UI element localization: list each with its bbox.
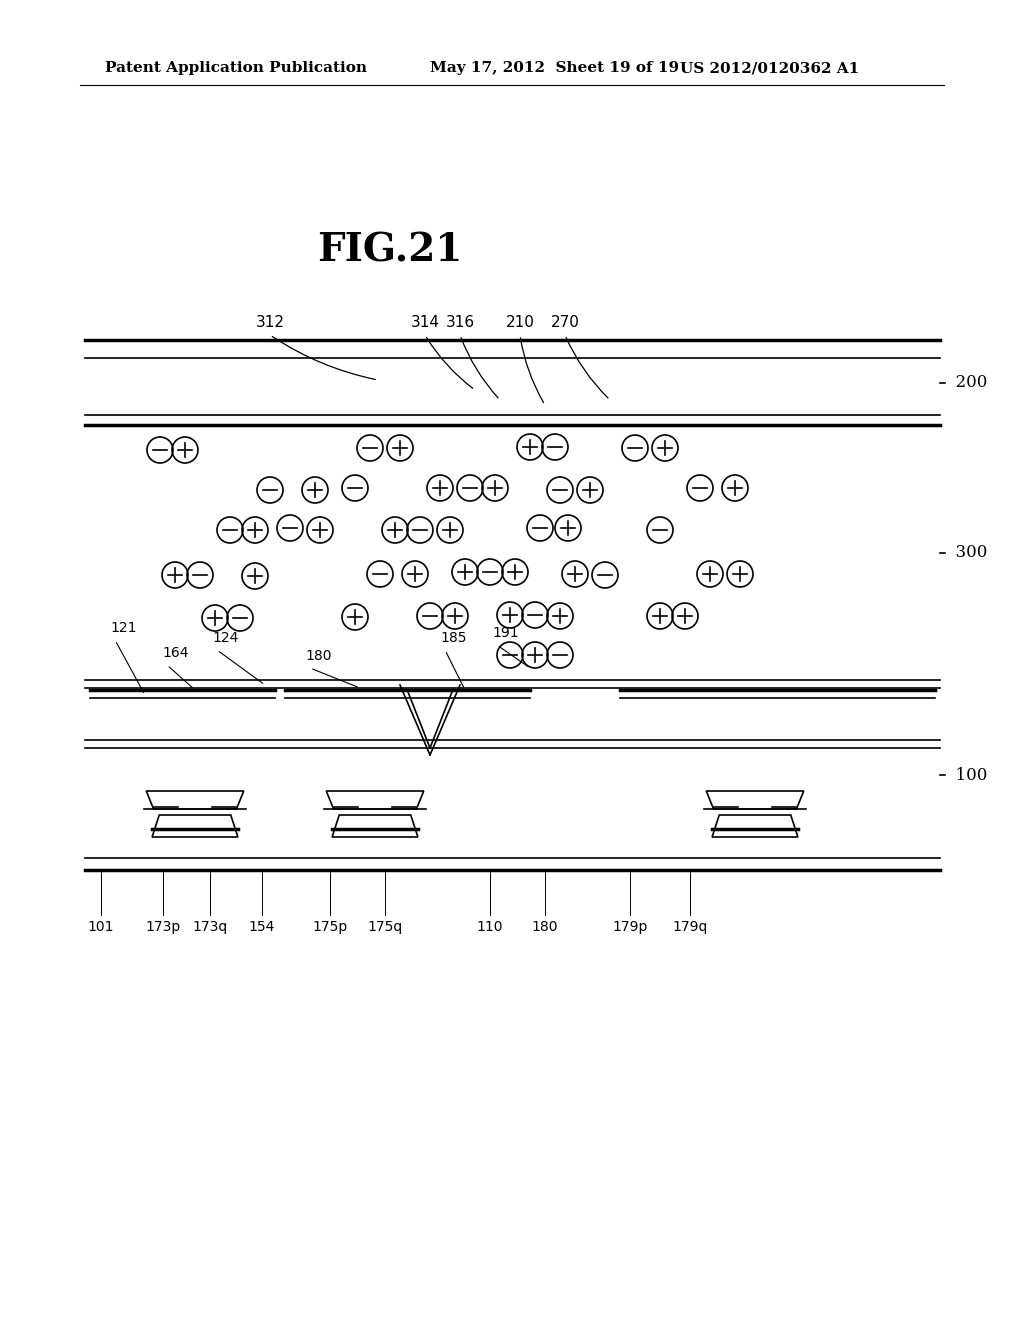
Text: 210: 210: [506, 315, 535, 330]
Text: Patent Application Publication: Patent Application Publication: [105, 61, 367, 75]
Text: 316: 316: [445, 315, 474, 330]
Text: 179p: 179p: [612, 920, 648, 935]
Text: 164: 164: [162, 645, 188, 660]
Text: 312: 312: [256, 315, 285, 330]
Text: 110: 110: [477, 920, 503, 935]
Text: 173p: 173p: [145, 920, 180, 935]
Text: FIG.21: FIG.21: [317, 231, 463, 269]
Text: 179q: 179q: [673, 920, 708, 935]
Text: 121: 121: [110, 620, 136, 635]
Text: 124: 124: [212, 631, 239, 645]
Text: 300: 300: [945, 544, 987, 561]
Text: 154: 154: [249, 920, 275, 935]
Text: 101: 101: [88, 920, 115, 935]
Text: 173q: 173q: [193, 920, 227, 935]
Text: May 17, 2012  Sheet 19 of 19: May 17, 2012 Sheet 19 of 19: [430, 61, 679, 75]
Text: 180: 180: [305, 649, 332, 663]
Text: 180: 180: [531, 920, 558, 935]
Text: 314: 314: [411, 315, 439, 330]
Text: 175q: 175q: [368, 920, 402, 935]
Text: 185: 185: [440, 631, 467, 645]
Text: 191: 191: [492, 626, 518, 640]
Text: 200: 200: [945, 374, 987, 391]
Text: 270: 270: [551, 315, 580, 330]
Text: US 2012/0120362 A1: US 2012/0120362 A1: [680, 61, 859, 75]
Text: 175p: 175p: [312, 920, 347, 935]
Text: 100: 100: [945, 767, 987, 784]
